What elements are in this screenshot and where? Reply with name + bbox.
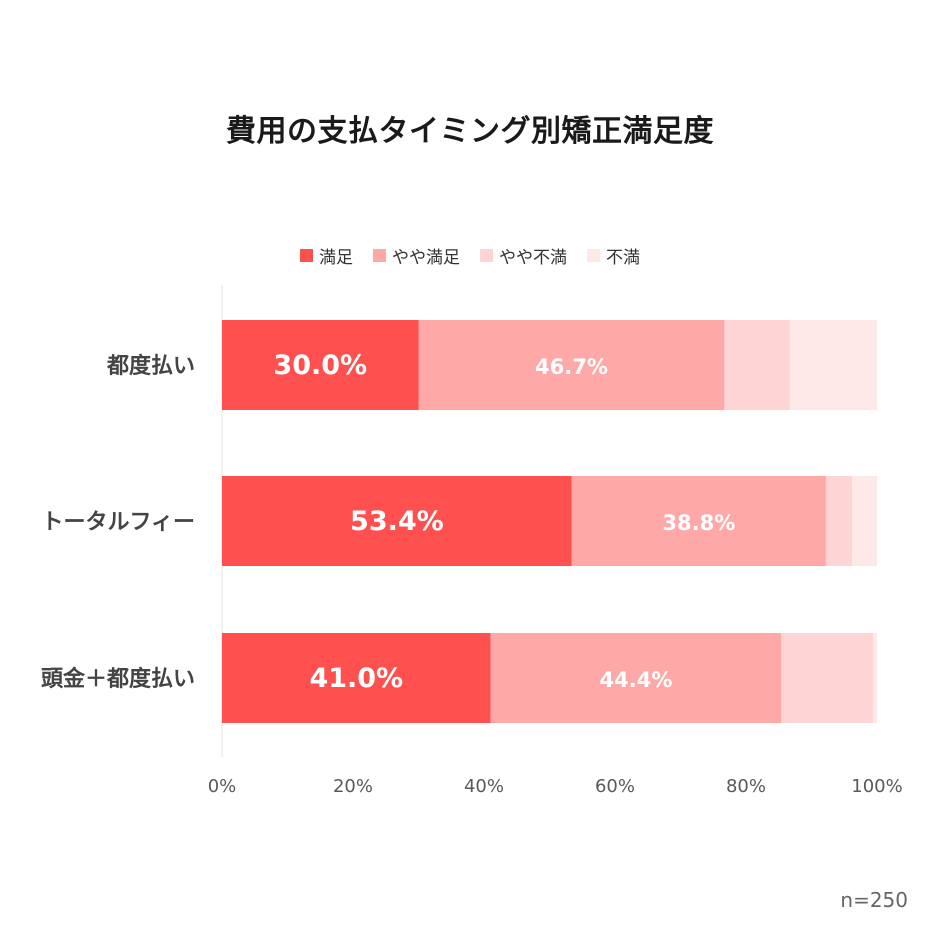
data-label: 53.4% xyxy=(350,506,444,537)
legend: 満足 やや満足 やや不満 不満 xyxy=(0,243,940,268)
legend-swatch xyxy=(587,249,600,262)
legend-label: やや満足 xyxy=(392,248,460,268)
data-label: 46.7% xyxy=(535,355,608,379)
legend-label: 不満 xyxy=(606,248,640,268)
data-label: 30.0% xyxy=(273,350,367,381)
legend-item: やや満足 xyxy=(373,243,460,268)
bar-segment xyxy=(724,320,790,410)
legend-item: 不満 xyxy=(587,243,640,268)
bar-segment xyxy=(789,320,877,410)
bar-segment xyxy=(222,476,572,566)
x-tick-label: 20% xyxy=(333,776,373,797)
legend-label: やや不満 xyxy=(499,248,567,268)
category-label: 都度払い xyxy=(106,353,195,379)
data-label: 38.8% xyxy=(662,511,735,535)
bar-segment xyxy=(825,476,853,566)
legend-item: 満足 xyxy=(300,243,353,268)
category-label: トータルフィー xyxy=(41,510,195,535)
bar-segment xyxy=(852,476,877,566)
x-tick-label: 100% xyxy=(851,776,902,797)
legend-swatch xyxy=(300,249,313,262)
x-tick-label: 80% xyxy=(726,776,766,797)
legend-label: 満足 xyxy=(319,248,353,268)
data-label: 44.4% xyxy=(600,668,673,692)
legend-swatch xyxy=(480,249,493,262)
bar-segment xyxy=(781,633,874,723)
data-label: 41.0% xyxy=(309,663,403,694)
bar-segment xyxy=(571,476,826,566)
x-tick-label: 40% xyxy=(464,776,504,797)
category-label: 頭金＋都度払い xyxy=(41,666,195,692)
x-tick-label: 60% xyxy=(595,776,635,797)
x-tick-label: 0% xyxy=(208,776,237,797)
chart-title: 費用の支払タイミング別矯正満足度 xyxy=(226,114,714,149)
sample-size-note: n=250 xyxy=(840,888,908,912)
bar-segment xyxy=(873,633,877,723)
bar-segment xyxy=(490,633,782,723)
legend-swatch xyxy=(373,249,386,262)
bar-segment xyxy=(222,633,491,723)
bar-segment xyxy=(222,320,419,410)
legend-item: やや不満 xyxy=(480,243,567,268)
bar-segment xyxy=(418,320,725,410)
